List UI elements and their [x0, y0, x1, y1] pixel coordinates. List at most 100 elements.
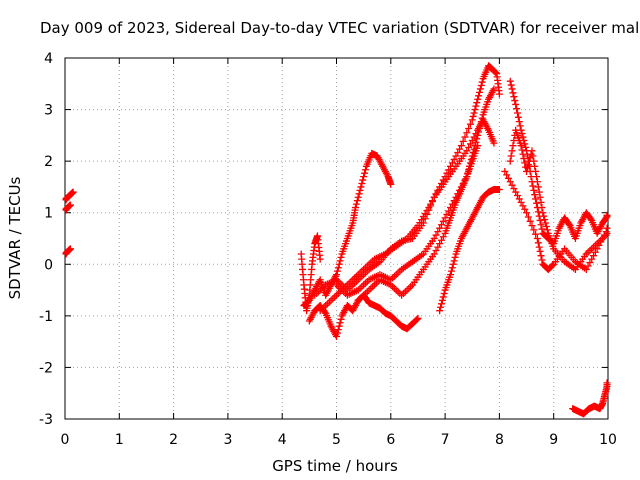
data-point — [536, 193, 544, 201]
data-point — [518, 146, 526, 154]
x-axis-tick-labels: 0 1 2 3 4 5 6 7 8 9 10 — [61, 432, 617, 448]
data-point — [536, 247, 544, 255]
data-point — [449, 260, 457, 268]
data-point — [537, 252, 545, 260]
data-point — [506, 77, 514, 85]
data-point — [359, 176, 367, 184]
data-point — [531, 191, 539, 199]
data-point — [517, 142, 525, 150]
data-point — [337, 253, 345, 261]
data-point — [387, 180, 395, 188]
data-point — [495, 90, 503, 98]
data-point — [473, 135, 481, 143]
x-tick-label: 2 — [169, 432, 178, 448]
y-axis-label: SDTVAR / TECUs — [6, 176, 24, 299]
data-point — [490, 139, 498, 147]
data-point — [524, 213, 532, 221]
y-tick-label: 3 — [44, 103, 53, 119]
data-point — [507, 81, 515, 89]
data-point — [528, 222, 536, 230]
data-point — [602, 228, 610, 236]
x-tick-label: 5 — [332, 432, 341, 448]
data-point — [316, 255, 324, 263]
data-point — [533, 178, 541, 186]
data-point — [461, 133, 469, 141]
x-tick-label: 4 — [278, 432, 287, 448]
data-point — [523, 164, 531, 172]
data-point — [333, 267, 341, 275]
y-tick-label: -3 — [39, 412, 53, 428]
data-point — [521, 159, 529, 167]
data-point — [524, 161, 532, 169]
data-point — [447, 271, 455, 279]
series-5 — [305, 291, 422, 340]
data-point — [361, 166, 369, 174]
data-point — [523, 167, 531, 175]
data-point — [476, 85, 484, 93]
data-point — [490, 85, 498, 93]
data-point — [508, 85, 516, 93]
series-1 — [62, 201, 74, 214]
data-point — [537, 221, 545, 229]
y-tick-label: 0 — [44, 257, 53, 273]
y-tick-label: -2 — [39, 360, 53, 376]
data-point — [534, 208, 542, 216]
data-point — [530, 157, 538, 165]
data-point — [522, 143, 530, 151]
data-point — [447, 267, 455, 275]
data-point — [334, 326, 342, 334]
data-point — [543, 226, 551, 234]
data-point — [335, 260, 343, 268]
data-point — [510, 93, 518, 101]
data-point — [448, 264, 456, 272]
data-point — [413, 315, 421, 323]
data-point — [603, 224, 611, 232]
data-point — [515, 118, 523, 126]
series-2 — [62, 245, 74, 258]
data-point — [334, 264, 342, 272]
data-point — [474, 131, 482, 139]
data-point — [468, 116, 476, 124]
data-point — [514, 109, 521, 117]
data-point — [457, 142, 465, 150]
data-point — [521, 140, 529, 148]
data-point — [463, 129, 471, 137]
data-point — [474, 95, 482, 103]
data-point — [439, 293, 447, 301]
data-point — [540, 212, 548, 220]
data-point — [450, 257, 458, 265]
data-point — [536, 216, 544, 224]
data-point — [539, 209, 547, 217]
data-point — [529, 152, 537, 160]
data-point — [541, 216, 549, 224]
data-point — [478, 114, 486, 122]
data-point — [437, 303, 445, 311]
data-point — [336, 319, 344, 327]
data-point — [532, 230, 540, 238]
data-point — [530, 186, 538, 194]
y-tick-label: 2 — [44, 154, 53, 170]
y-tick-label: -1 — [39, 309, 53, 325]
data-point — [477, 82, 485, 90]
data-point — [477, 118, 485, 126]
data-point — [333, 332, 340, 340]
data-point — [473, 99, 481, 107]
data-point — [538, 225, 546, 233]
data-point — [523, 209, 531, 217]
data-point — [492, 69, 500, 77]
data-point — [66, 201, 74, 209]
data-point — [507, 152, 515, 160]
data-point — [512, 100, 520, 108]
data-point — [532, 195, 540, 203]
data-point — [534, 183, 542, 191]
data-point — [538, 204, 546, 212]
data-point — [352, 200, 360, 208]
data-point — [472, 102, 480, 110]
data-point — [518, 130, 526, 138]
series-7 — [316, 62, 503, 315]
data-point — [358, 179, 366, 187]
series-14 — [569, 379, 611, 418]
data-point — [533, 235, 541, 242]
data-point — [336, 257, 344, 265]
data-point — [532, 167, 540, 175]
